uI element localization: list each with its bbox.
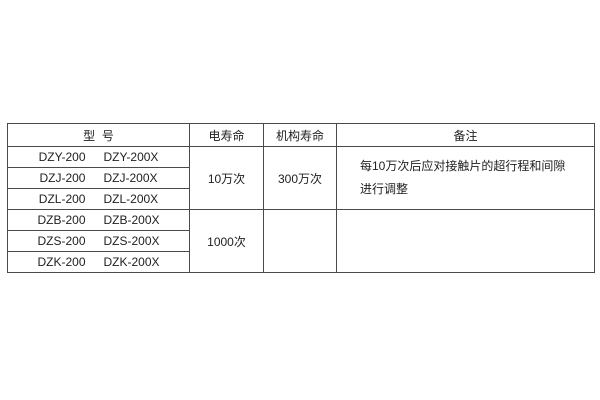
header-mechanism-life: 机构寿命 [263,123,337,147]
model-pair: DZJ-200 DZJ-200X [39,171,157,185]
header-row: 型 号 电寿命 机构寿命 备注 [7,123,595,147]
model-variant: DZL-200X [103,192,159,206]
model-variant: DZS-200X [103,234,160,248]
model-variant: DZK-200X [103,255,160,269]
header-remarks: 备注 [336,123,595,147]
table-row: DZL-200 DZL-200X [7,188,595,210]
model-base: DZY-200 [38,150,86,164]
model-variant: DZY-200X [103,150,159,164]
model-base: DZK-200 [37,255,86,269]
model-base: DZJ-200 [39,171,86,185]
remark-line-1: 每10万次后应对接触片的超行程和间隙 [360,159,566,173]
model-cell: DZB-200 DZB-200X [7,209,190,231]
header-model: 型 号 [7,123,190,147]
model-cell: DZY-200 DZY-200X [7,146,190,168]
model-pair: DZL-200 DZL-200X [39,192,158,206]
electrical-life-cell: 1000次 [189,209,264,273]
table-row: DZY-200 DZY-200X 10万次 300万次 每10万次后应对接触片的… [7,146,595,210]
model-variant: DZB-200X [103,213,160,227]
model-cell: DZK-200 DZK-200X [7,251,190,273]
model-pair: DZK-200 DZK-200X [37,255,159,269]
mechanism-life-cell: 300万次 [263,146,337,210]
electrical-life-cell: 10万次 [189,146,264,210]
model-cell: DZS-200 DZS-200X [7,230,190,252]
remark-line-2: 进行调整 [360,182,409,196]
remarks-cell [336,209,595,273]
spec-table: 型 号 电寿命 机构寿命 备注 DZY-200 DZY-200X 10万次 30… [7,123,595,273]
table-row: DZB-200 DZB-200X 1000次 [7,209,595,273]
mechanism-life-cell [263,209,337,273]
model-cell: DZJ-200 DZJ-200X [7,167,190,189]
remarks-cell: 每10万次后应对接触片的超行程和间隙 进行调整 [336,146,595,210]
model-pair: DZB-200 DZB-200X [37,213,159,227]
model-pair: DZS-200 DZS-200X [37,234,159,248]
model-base: DZS-200 [37,234,86,248]
model-base: DZL-200 [38,192,86,206]
model-cell: DZL-200 DZL-200X [7,188,190,210]
model-variant: DZJ-200X [103,171,158,185]
model-pair: DZY-200 DZY-200X [39,150,159,164]
model-base: DZB-200 [37,213,86,227]
table-row: DZJ-200 DZJ-200X [7,167,595,189]
table-row: DZK-200 DZK-200X [7,251,595,273]
header-electrical-life: 电寿命 [189,123,264,147]
